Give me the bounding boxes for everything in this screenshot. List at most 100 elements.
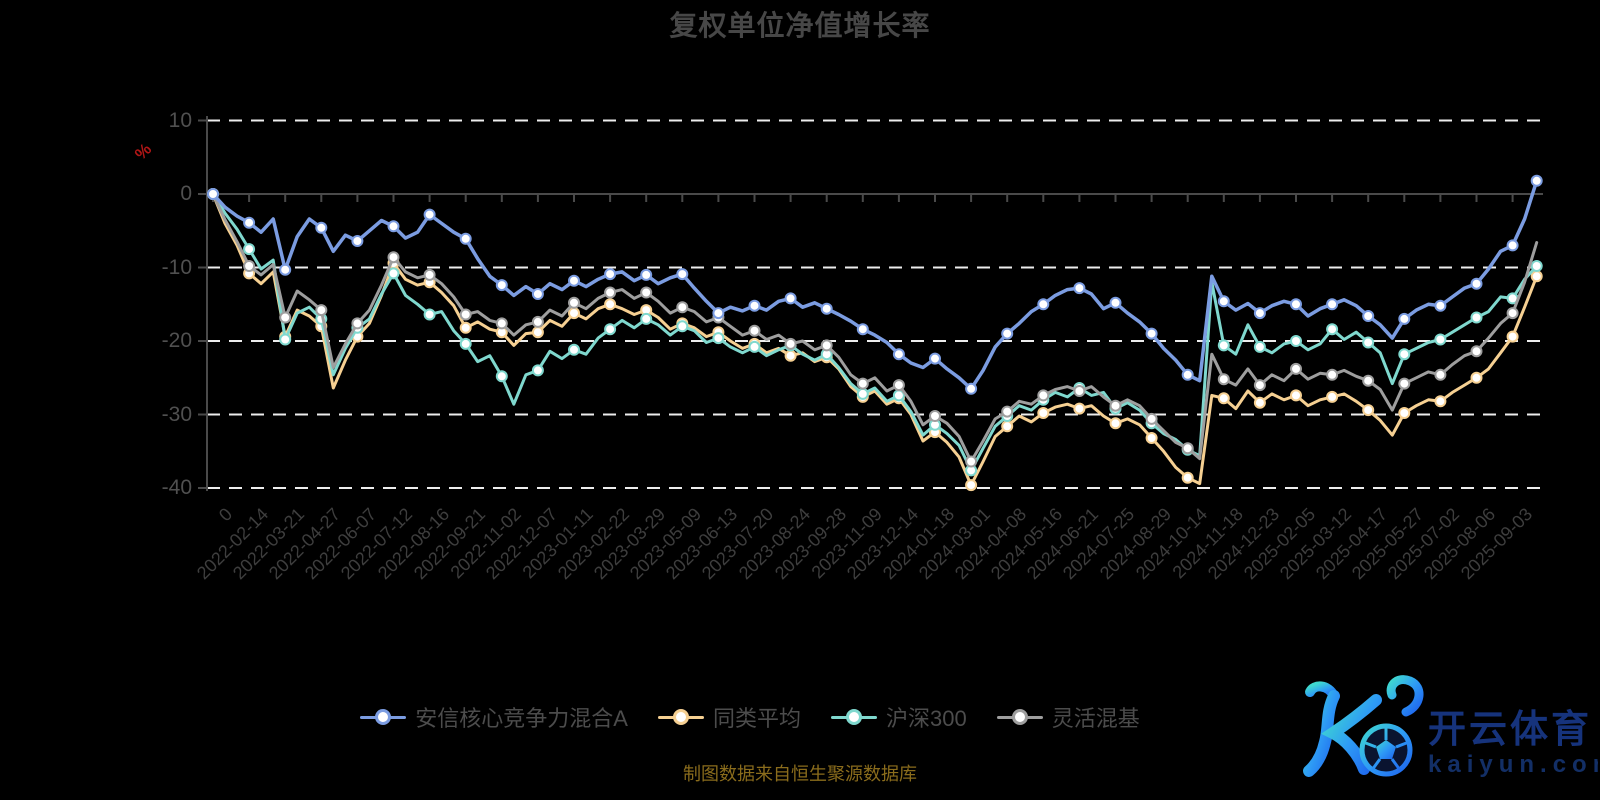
- data-point-marker: [1530, 270, 1543, 283]
- data-point-marker: [459, 232, 472, 245]
- data-point-marker: [279, 333, 292, 346]
- data-point-marker: [640, 268, 653, 281]
- series-line-安信核心竞争力混合A: [211, 179, 1539, 391]
- data-point-marker: [1326, 368, 1339, 381]
- legend-item-沪深300[interactable]: 沪深300: [830, 701, 967, 733]
- data-point-marker: [279, 263, 292, 276]
- y-axis-tick-label: -20: [161, 329, 192, 352]
- data-point-marker: [1530, 260, 1543, 272]
- data-point-marker: [1434, 368, 1447, 381]
- data-point-marker: [748, 324, 761, 337]
- y-axis-tick-label: -30: [161, 402, 192, 426]
- data-point-marker: [243, 216, 256, 229]
- data-point-marker: [1253, 396, 1266, 409]
- data-point-marker: [423, 208, 436, 221]
- data-point-marker: [1290, 335, 1302, 347]
- data-point-marker: [1001, 405, 1014, 418]
- data-point-marker: [1506, 307, 1519, 320]
- legend-item-灵活混基[interactable]: 灵活混基: [996, 701, 1140, 733]
- data-point-marker: [243, 243, 256, 256]
- data-point-marker: [604, 268, 617, 281]
- data-point-marker: [1326, 298, 1339, 311]
- data-point-marker: [1037, 407, 1050, 419]
- legend-dot: [1011, 709, 1028, 725]
- data-point-marker: [423, 308, 436, 321]
- data-point-marker: [640, 312, 653, 325]
- data-point-marker: [1145, 327, 1158, 340]
- data-point-marker: [1362, 336, 1375, 349]
- data-point-marker: [1109, 417, 1122, 430]
- data-point-marker: [495, 370, 508, 383]
- data-point-marker: [929, 352, 941, 365]
- data-point-marker: [640, 286, 653, 299]
- legend-marker-icon: [996, 708, 1043, 726]
- data-point-marker: [929, 410, 941, 422]
- data-point-marker: [495, 279, 508, 292]
- data-point-marker: [1506, 239, 1519, 252]
- data-point-marker: [1362, 374, 1375, 387]
- data-point-marker: [495, 317, 508, 330]
- data-point-marker: [315, 304, 328, 317]
- k-glyph-icon: [1303, 675, 1424, 777]
- data-point-marker: [1434, 333, 1447, 346]
- data-point-marker: [1145, 412, 1158, 425]
- data-point-marker: [748, 299, 761, 312]
- data-point-marker: [748, 340, 761, 353]
- data-point-marker: [1530, 174, 1543, 187]
- soccer-ball-icon: [1359, 723, 1413, 777]
- data-point-marker: [965, 479, 978, 492]
- data-point-marker: [1253, 379, 1266, 392]
- data-point-marker: [1145, 432, 1158, 444]
- data-point-marker: [1217, 373, 1230, 386]
- data-point-marker: [1326, 390, 1339, 403]
- data-point-marker: [604, 323, 617, 336]
- y-axis-tick-label: -40: [161, 476, 192, 499]
- data-point-marker: [1434, 299, 1447, 312]
- data-point-marker: [531, 288, 544, 300]
- legend-item-同类平均[interactable]: 同类平均: [657, 701, 801, 733]
- data-point-marker: [459, 321, 472, 334]
- data-point-marker: [1109, 296, 1122, 309]
- data-point-marker: [1398, 348, 1411, 361]
- data-point-marker: [459, 308, 472, 321]
- data-point-marker: [387, 251, 400, 264]
- data-point-marker: [676, 301, 689, 314]
- series-line-同类平均: [211, 192, 1539, 487]
- legend-label: 沪深300: [885, 706, 967, 731]
- data-point-marker: [784, 337, 797, 350]
- data-point-marker: [1253, 307, 1266, 320]
- data-point-marker: [1398, 312, 1411, 325]
- data-point-marker: [1470, 311, 1483, 324]
- data-point-marker: [568, 307, 580, 320]
- y-axis-tick-label: 10: [168, 108, 192, 132]
- data-point-marker: [856, 377, 869, 390]
- data-point-marker: [531, 364, 544, 377]
- data-point-marker: [243, 260, 256, 272]
- data-point-marker: [1073, 402, 1086, 415]
- data-point-marker: [531, 315, 544, 328]
- data-point-marker: [784, 349, 797, 362]
- data-point-marker: [1073, 282, 1086, 295]
- legend-marker-icon: [360, 708, 407, 726]
- data-point-marker: [1181, 471, 1194, 484]
- data-point-marker: [423, 268, 436, 281]
- data-point-marker: [856, 323, 869, 336]
- data-point-marker: [820, 302, 833, 315]
- data-point-marker: [1217, 295, 1230, 308]
- data-point-marker: [1470, 277, 1483, 290]
- data-point-marker: [568, 296, 580, 309]
- data-point-marker: [712, 307, 725, 320]
- data-point-marker: [1506, 330, 1519, 343]
- legend-marker-icon: [657, 708, 704, 726]
- legend-label: 灵活混基: [1051, 706, 1140, 731]
- data-point-marker: [387, 267, 400, 280]
- data-point-marker: [1181, 368, 1194, 381]
- legend-item-安信核心竞争力混合A[interactable]: 安信核心竞争力混合A: [360, 701, 628, 733]
- data-point-marker: [315, 221, 328, 234]
- data-point-marker: [784, 292, 797, 305]
- data-point-marker: [1290, 362, 1302, 375]
- data-point-marker: [1253, 340, 1266, 353]
- legend-label: 同类平均: [712, 706, 801, 731]
- watermark-domain-text: kaiyun.com: [1428, 751, 1598, 778]
